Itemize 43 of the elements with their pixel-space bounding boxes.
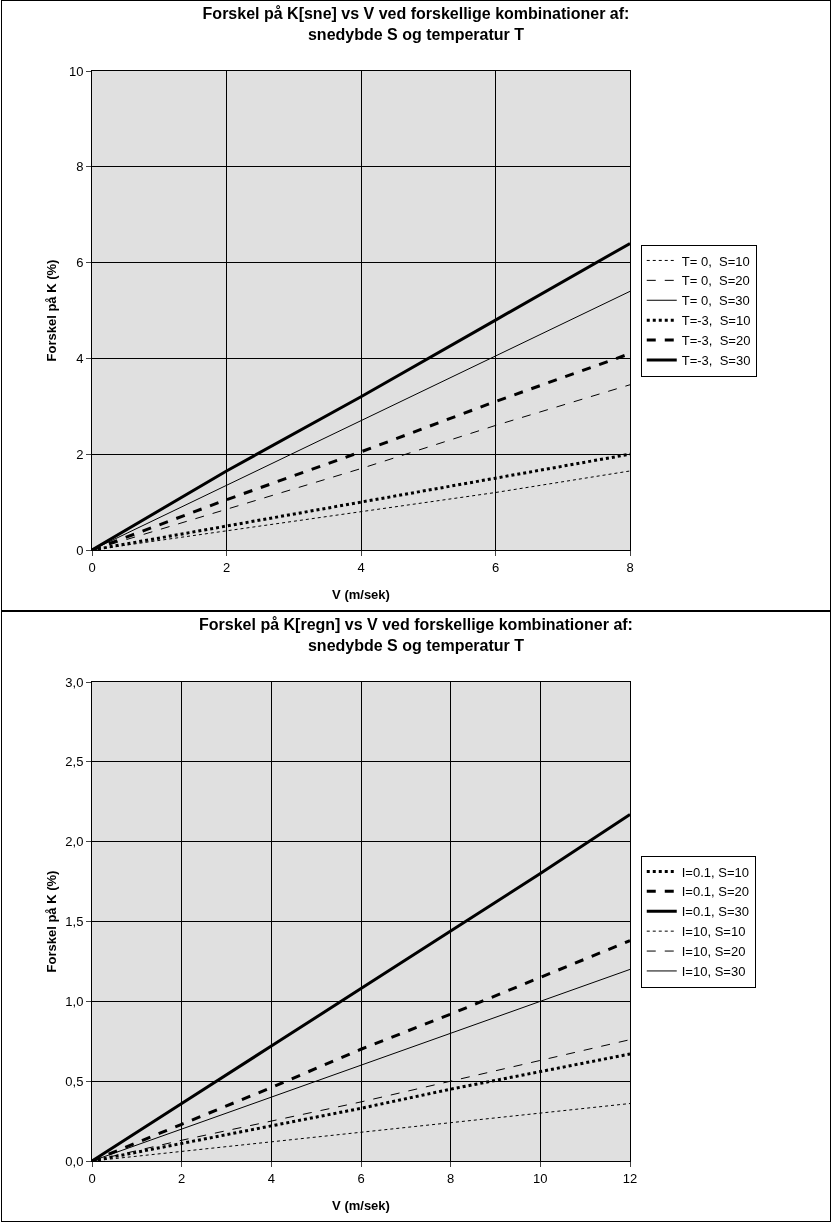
y-tick-label: 1,0 [65,993,84,1009]
x-tick-label: 4 [357,559,365,575]
legend-label: I=10, S=20 [681,944,746,960]
y-tick-label: 0,5 [65,1073,84,1089]
legend-label: T= 0, S=20 [681,273,750,289]
y-tick-label: 0 [76,542,84,558]
y-axis-title: Forskel på K (%) [44,870,59,973]
x-tick-label: 10 [533,1170,548,1186]
y-tick-label: 2,5 [65,754,84,770]
x-tick-label: 6 [357,1170,365,1186]
y-tick-label: 2 [76,446,84,462]
legend-label: I=10, S=10 [681,924,746,940]
y-tick-label: 8 [76,159,84,175]
x-tick-label: 0 [88,559,96,575]
legend-label: T= 0, S=30 [681,293,750,309]
x-axis-title: V (m/sek) [332,1198,390,1213]
x-tick-label: 4 [267,1170,275,1186]
legend-label: I=0.1, S=20 [681,884,749,900]
chart-title: Forskel på K[sne] vs V ved forskellige kombinationer af: snedybde S og temperatur T [202,5,630,44]
legend-label: T=-3, S=20 [681,333,751,349]
legend-label: T=-3, S=10 [681,313,751,329]
x-tick-label: 2 [222,559,231,575]
legend-label: I=0.1, S=30 [681,904,749,920]
x-tick-label: 12 [622,1170,638,1186]
chart-title: Forskel på K[regn] vs V ved forskellige kombinationer af: snedybde S og temperatur T [199,616,633,655]
y-axis-title: Forskel på K (%) [44,259,59,362]
y-tick-label: 4 [76,350,84,366]
x-tick-label: 0 [88,1170,96,1186]
y-tick-label: 10 [68,63,84,79]
y-tick-label: 1,5 [65,914,84,930]
x-tick-label: 2 [178,1170,186,1186]
y-tick-label: 2,0 [65,834,84,850]
x-tick-label: 8 [626,559,634,575]
x-tick-label: 6 [491,559,500,575]
x-tick-label: 8 [447,1170,455,1186]
x-axis-title: V (m/sek) [332,587,390,602]
legend-label: I=0.1, S=10 [681,864,749,880]
y-tick-label: 0,0 [65,1153,84,1169]
y-tick-label: 6 [76,255,84,271]
legend-label: T=-3, S=30 [681,353,751,369]
legend-label: I=10, S=30 [681,964,746,980]
legend-label: T= 0, S=10 [681,253,750,269]
y-tick-label: 3,0 [65,674,84,690]
